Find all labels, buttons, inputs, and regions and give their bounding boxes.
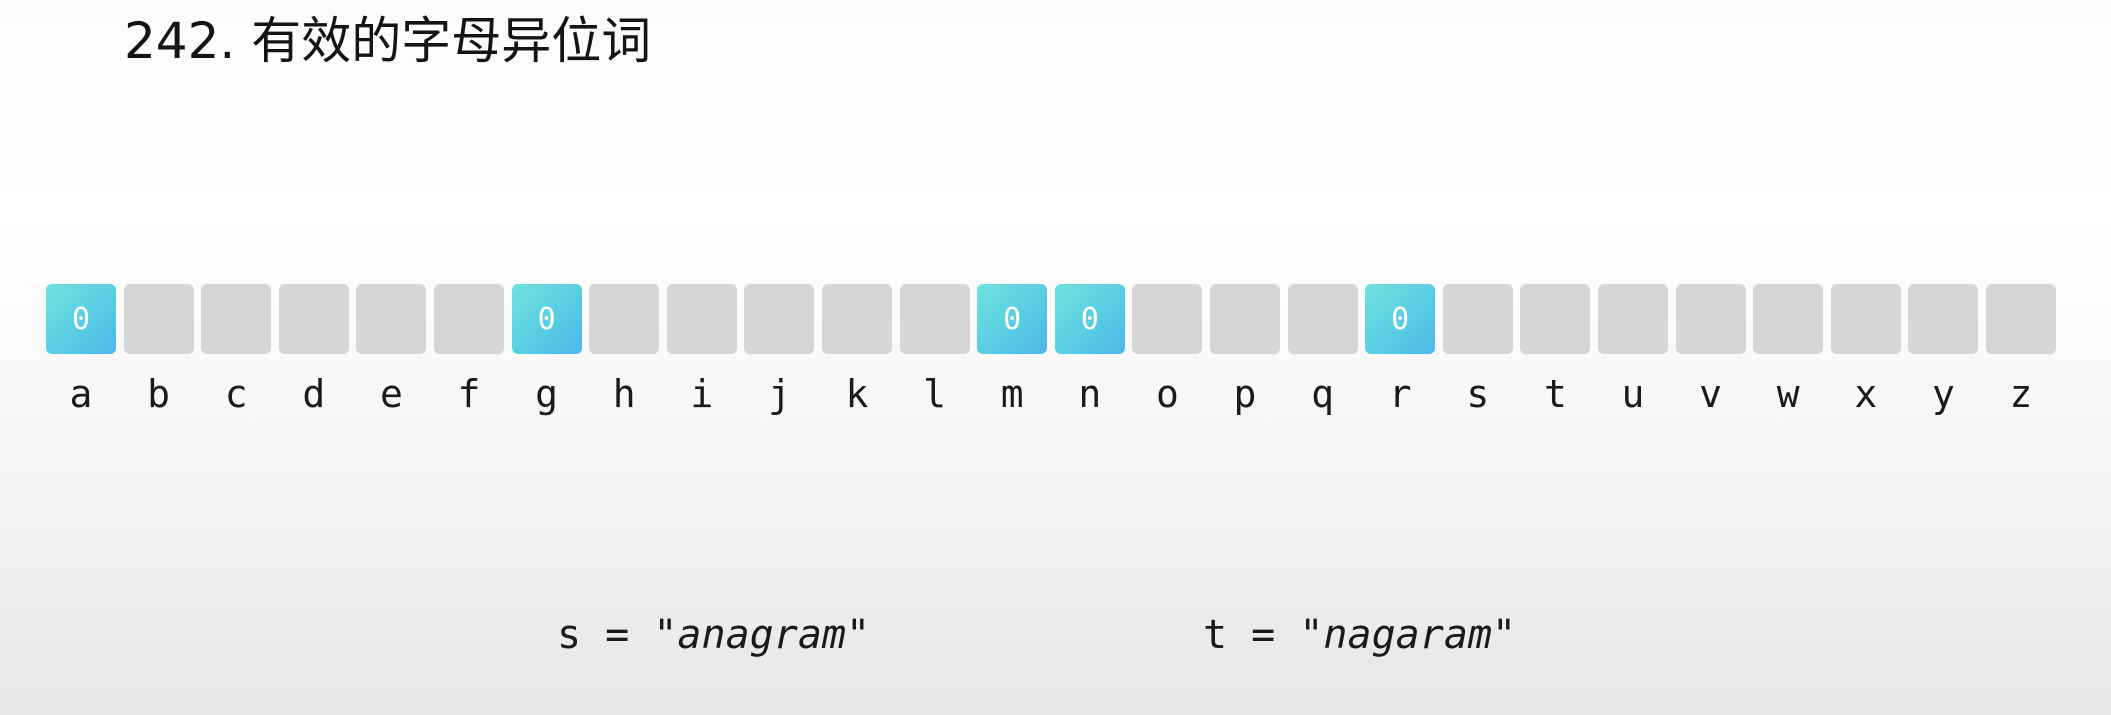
string-t: t = "nagaram"	[1203, 605, 1516, 665]
count-box: 0	[1054, 284, 1125, 354]
count-box	[1287, 284, 1358, 354]
letter-label: s	[1466, 372, 1490, 416]
letter-label: u	[1621, 372, 1645, 416]
array-cell-y: y	[1908, 284, 1979, 419]
letter-label: g	[535, 372, 559, 416]
string-s-value: "anagram"	[653, 612, 871, 658]
array-cell-x: x	[1830, 284, 1901, 419]
letter-label: w	[1776, 372, 1800, 416]
array-cell-d: d	[278, 284, 349, 419]
letter-label: i	[690, 372, 714, 416]
count-box	[1830, 284, 1901, 354]
letter-label: n	[1078, 372, 1102, 416]
count-box	[123, 284, 194, 354]
count-box	[899, 284, 970, 354]
count-box	[434, 284, 504, 354]
array-cell-s: s	[1442, 284, 1513, 419]
array-cell-q: q	[1287, 284, 1358, 419]
array-cell-l: l	[899, 284, 970, 419]
array-cell-h: h	[589, 284, 660, 419]
array-cell-z: z	[1986, 284, 2056, 419]
string-t-prefix: t =	[1203, 612, 1300, 658]
count-box	[666, 284, 737, 354]
count-box	[1675, 284, 1746, 354]
array-cell-o: o	[1132, 284, 1203, 419]
letter-label: p	[1233, 372, 1257, 416]
letter-label: l	[923, 372, 947, 416]
count-box: 0	[977, 284, 1048, 354]
array-cell-f: f	[434, 284, 504, 419]
array-cell-w: w	[1753, 284, 1824, 419]
letter-label: r	[1388, 372, 1412, 416]
array-cell-t: t	[1520, 284, 1591, 419]
count-box	[278, 284, 349, 354]
array-cell-k: k	[822, 284, 892, 419]
count-box	[1210, 284, 1280, 354]
count-box	[1520, 284, 1591, 354]
array-cell-b: b	[123, 284, 194, 419]
letter-label: d	[302, 372, 326, 416]
count-box: 0	[511, 284, 582, 354]
letter-label: f	[457, 372, 481, 416]
letter-label: b	[147, 372, 171, 416]
letter-label: h	[612, 372, 636, 416]
letter-label: t	[1543, 372, 1567, 416]
letter-label: x	[1854, 372, 1878, 416]
array-cell-e: e	[356, 284, 427, 419]
letter-label: a	[69, 372, 93, 416]
count-box	[744, 284, 815, 354]
count-box: 0	[46, 284, 116, 354]
string-s: s = "anagram"	[557, 605, 870, 665]
count-box	[1132, 284, 1203, 354]
array-cell-j: j	[744, 284, 815, 419]
letter-label: y	[1931, 372, 1955, 416]
array-cell-c: c	[201, 284, 272, 419]
count-box	[1986, 284, 2056, 354]
letter-label: q	[1311, 372, 1335, 416]
letter-label: c	[224, 372, 248, 416]
array-cell-u: u	[1598, 284, 1668, 419]
letter-label: j	[767, 372, 791, 416]
letter-label: m	[1000, 372, 1024, 416]
count-box	[589, 284, 660, 354]
letter-label: e	[379, 372, 403, 416]
letter-label: o	[1155, 372, 1179, 416]
array-cell-i: i	[666, 284, 737, 419]
count-box	[201, 284, 272, 354]
input-strings: s = "anagram" t = "nagaram"	[0, 605, 2111, 665]
array-cell-p: p	[1210, 284, 1280, 419]
count-box	[1598, 284, 1668, 354]
letter-label: z	[2009, 372, 2033, 416]
letter-label: k	[845, 372, 869, 416]
count-box	[1442, 284, 1513, 354]
string-t-value: "nagaram"	[1299, 612, 1517, 658]
array-cell-v: v	[1675, 284, 1746, 419]
count-box	[822, 284, 892, 354]
count-box	[356, 284, 427, 354]
letter-label: v	[1699, 372, 1723, 416]
page-title: 242. 有效的字母异位词	[124, 12, 652, 70]
count-box	[1908, 284, 1979, 354]
count-box: 0	[1365, 284, 1436, 354]
count-box	[1753, 284, 1824, 354]
string-s-prefix: s =	[557, 612, 654, 658]
